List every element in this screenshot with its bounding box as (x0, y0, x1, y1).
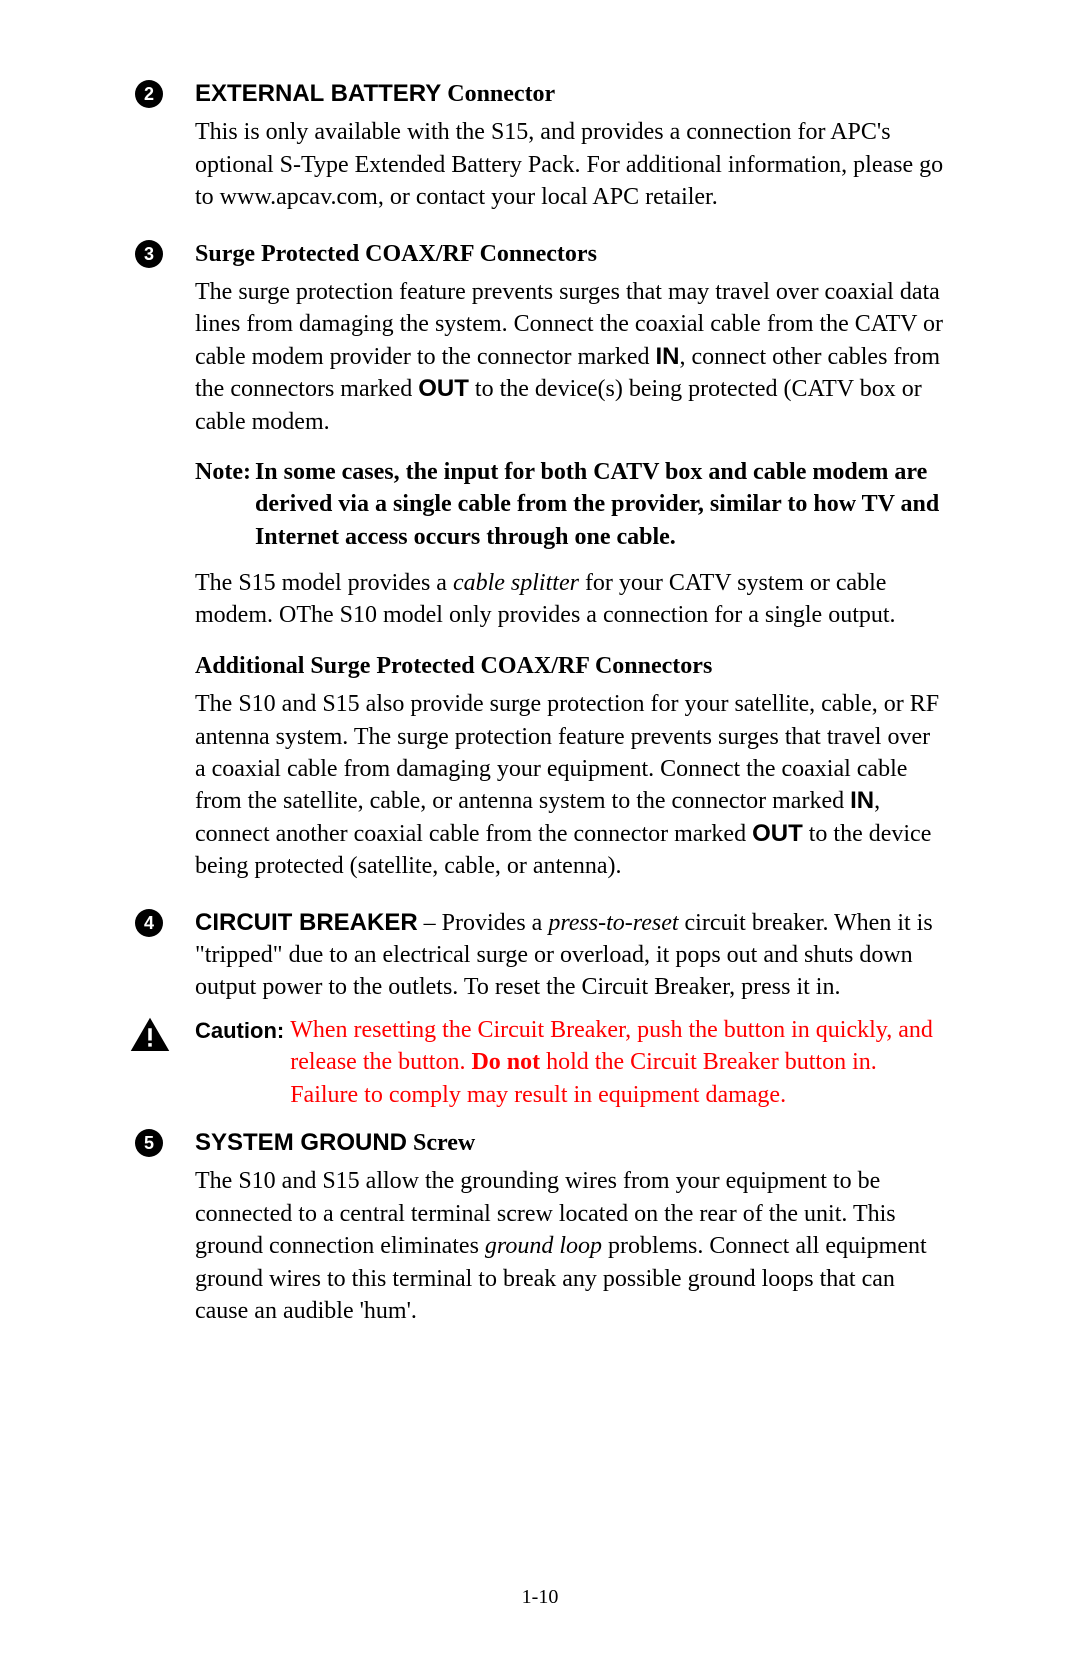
item-3-note: Note: In some cases, the input for both … (195, 456, 945, 553)
item-3-body-2: The S15 model provides a cable splitter … (195, 567, 945, 632)
warning-icon (129, 1016, 171, 1053)
icon-col (135, 1014, 195, 1058)
item-3-body-1: The surge protection feature prevents su… (195, 276, 945, 438)
em: press-to-reset (548, 910, 678, 936)
item-3-body-3: The S10 and S15 also provide surge prote… (195, 688, 945, 882)
heading-sans: EXTERNAL BATTERY (195, 80, 441, 107)
item-5-body: The S10 and S15 allow the grounding wire… (195, 1165, 945, 1327)
out-label: OUT (418, 375, 469, 402)
bullet-col: 3 (135, 238, 195, 268)
list-item-2: 2 EXTERNAL BATTERY Connector This is onl… (135, 78, 945, 232)
bullet-number-3: 3 (135, 240, 163, 268)
item-5-heading: SYSTEM GROUND Screw (195, 1127, 945, 1159)
caution-message: When resetting the Circuit Breaker, push… (290, 1014, 945, 1111)
out-label: OUT (752, 820, 803, 847)
bullet-number-5: 5 (135, 1129, 163, 1157)
bullet-col: 5 (135, 1127, 195, 1157)
item-body: SYSTEM GROUND Screw The S10 and S15 allo… (195, 1127, 945, 1345)
note-text: In some cases, the input for both CATV b… (255, 456, 945, 553)
caution-text: Caution: When resetting the Circuit Brea… (195, 1014, 945, 1111)
heading-sans: CIRCUIT BREAKER (195, 909, 418, 936)
heading-tail: Screw (407, 1130, 475, 1156)
em: ground loop (485, 1233, 602, 1259)
list-item-4: 4 CIRCUIT BREAKER – Provides a press-to-… (135, 907, 945, 1014)
text: – Provides a (418, 910, 549, 936)
in-label: IN (656, 343, 680, 370)
caution-block: Caution: When resetting the Circuit Brea… (135, 1014, 945, 1111)
item-3-heading: Surge Protected COAX/RF Connectors (195, 238, 945, 270)
list-item-3: 3 Surge Protected COAX/RF Connectors The… (135, 238, 945, 901)
heading-sans: SYSTEM GROUND (195, 1129, 407, 1156)
list-item-5: 5 SYSTEM GROUND Screw The S10 and S15 al… (135, 1127, 945, 1345)
item-body: CIRCUIT BREAKER – Provides a press-to-re… (195, 907, 945, 1014)
note-label: Note: (195, 456, 255, 553)
bullet-number-2: 2 (135, 80, 163, 108)
bullet-number-4: 4 (135, 909, 163, 937)
item-2-heading: EXTERNAL BATTERY Connector (195, 78, 945, 110)
text: The S15 model provides a (195, 570, 453, 596)
emphasis: Do not (471, 1049, 540, 1075)
item-body: EXTERNAL BATTERY Connector This is only … (195, 78, 945, 232)
page-number: 1-10 (0, 1586, 1080, 1609)
item-3-subheading: Additional Surge Protected COAX/RF Conne… (195, 650, 945, 682)
caution-body: Caution: When resetting the Circuit Brea… (195, 1014, 945, 1111)
caution-label: Caution: (195, 1014, 290, 1111)
bullet-col: 4 (135, 907, 195, 937)
bullet-col: 2 (135, 78, 195, 108)
em: cable splitter (453, 570, 579, 596)
item-4-body: CIRCUIT BREAKER – Provides a press-to-re… (195, 907, 945, 1004)
text: The S10 and S15 also provide surge prote… (195, 691, 939, 814)
in-label: IN (850, 787, 874, 814)
item-body: Surge Protected COAX/RF Connectors The s… (195, 238, 945, 901)
page-content: 2 EXTERNAL BATTERY Connector This is onl… (135, 78, 945, 1345)
heading-tail: Connector (441, 81, 555, 107)
item-2-body: This is only available with the S15, and… (195, 116, 945, 213)
